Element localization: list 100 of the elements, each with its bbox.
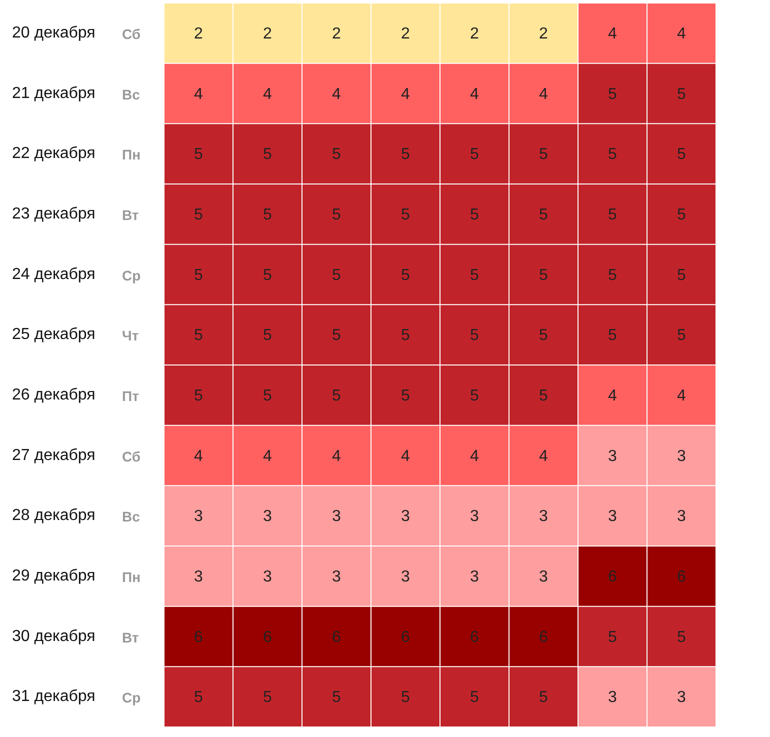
y-tick-label: 31 декабря <box>12 688 96 706</box>
y2-tick-label: Ср <box>122 267 141 284</box>
y2-tick-label: Сб <box>122 26 141 42</box>
y-tick-label: 20 декабря <box>12 24 96 42</box>
data-label: 5 <box>332 689 342 706</box>
data-label: 3 <box>608 448 618 465</box>
data-label: 5 <box>470 146 480 164</box>
data-label: 6 <box>677 568 686 586</box>
data-label: 5 <box>401 327 410 344</box>
data-label: 3 <box>470 568 480 586</box>
data-label: 3 <box>263 568 272 586</box>
data-label: 5 <box>539 206 548 224</box>
data-label: 4 <box>608 388 618 405</box>
data-label: 5 <box>401 146 410 164</box>
data-label: 3 <box>677 508 686 526</box>
data-label: 4 <box>401 86 410 103</box>
data-label: 5 <box>539 266 548 284</box>
data-label: 5 <box>470 689 480 706</box>
y-tick-label: 22 декабря <box>12 145 96 162</box>
data-label: 2 <box>401 26 410 43</box>
data-label: 4 <box>401 448 410 465</box>
data-label: 5 <box>539 388 548 405</box>
data-label: 5 <box>332 388 342 405</box>
data-label: 4 <box>332 86 342 103</box>
data-label: 5 <box>470 266 480 284</box>
y2-tick-label: Вт <box>122 629 139 646</box>
data-label: 4 <box>539 86 548 103</box>
y2-tick-label: Пн <box>122 569 141 586</box>
data-label: 3 <box>677 689 686 706</box>
y-tick-label: 25 декабря <box>12 326 96 344</box>
y-tick-label: 26 декабря <box>12 386 96 404</box>
data-label: 5 <box>194 689 204 706</box>
data-label: 4 <box>263 86 272 103</box>
data-label: 4 <box>608 26 618 43</box>
y2-tick-label: Вс <box>122 508 140 525</box>
data-label: 5 <box>539 327 548 344</box>
data-label: 5 <box>677 327 686 344</box>
data-label: 5 <box>677 266 686 284</box>
y-tick-label: 23 декабря <box>12 206 96 223</box>
data-label: 5 <box>608 206 618 224</box>
data-label: 4 <box>263 448 272 465</box>
data-label: 5 <box>677 146 686 164</box>
data-label: 3 <box>539 568 548 586</box>
data-label: 5 <box>677 628 686 646</box>
data-label: 6 <box>332 628 342 646</box>
data-label: 5 <box>194 327 204 344</box>
data-label: 6 <box>539 628 548 646</box>
data-label: 5 <box>608 327 618 344</box>
data-label: 3 <box>401 568 410 586</box>
data-label: 6 <box>263 628 272 646</box>
data-label: 3 <box>539 508 548 526</box>
data-label: 5 <box>263 206 272 224</box>
y2-tick-label: Пн <box>122 146 141 163</box>
data-label: 5 <box>263 327 272 344</box>
data-label: 2 <box>332 26 342 43</box>
data-label: 5 <box>401 266 410 284</box>
data-label: 5 <box>539 146 548 164</box>
data-label: 5 <box>332 146 342 164</box>
data-label: 4 <box>677 26 686 43</box>
data-label: 4 <box>194 448 204 465</box>
data-label: 4 <box>470 448 480 465</box>
data-label: 5 <box>401 206 410 224</box>
y-tick-label: 29 декабря <box>12 568 96 585</box>
data-label: 3 <box>470 508 480 526</box>
data-label: 3 <box>332 568 342 586</box>
y2-tick-label: Чт <box>122 328 139 344</box>
data-label: 3 <box>401 508 410 526</box>
data-label: 5 <box>539 689 548 706</box>
y-tick-label: 28 декабря <box>12 507 96 524</box>
data-label: 5 <box>332 266 342 284</box>
data-label: 5 <box>677 86 686 103</box>
data-label: 2 <box>470 26 480 43</box>
data-label: 5 <box>470 388 480 405</box>
data-label: 5 <box>470 327 480 344</box>
data-label: 5 <box>194 146 204 164</box>
y2-tick-label: Ср <box>122 690 141 706</box>
y2-tick-label: Вт <box>122 207 139 224</box>
y-tick-label: 24 декабря <box>12 266 96 283</box>
data-label: 4 <box>677 388 686 405</box>
data-label: 3 <box>194 508 204 526</box>
data-label: 5 <box>677 206 686 224</box>
y2-tick-label: Вс <box>122 86 140 102</box>
data-label: 5 <box>194 206 204 224</box>
data-label: 5 <box>263 146 272 164</box>
data-label: 3 <box>263 508 272 526</box>
data-label: 5 <box>401 388 410 405</box>
data-label: 3 <box>677 448 686 465</box>
y-tick-label: 27 декабря <box>12 446 96 464</box>
data-label: 5 <box>194 388 204 405</box>
data-label: 5 <box>608 266 618 284</box>
data-label: 5 <box>332 327 342 344</box>
data-label: 4 <box>194 86 204 103</box>
data-label: 5 <box>263 266 272 284</box>
y2-tick-label: Сб <box>122 448 141 464</box>
data-label: 5 <box>401 689 410 706</box>
data-label: 3 <box>608 508 618 526</box>
data-label: 5 <box>470 206 480 224</box>
data-label: 5 <box>263 388 272 405</box>
data-label: 5 <box>608 628 618 646</box>
data-label: 4 <box>470 86 480 103</box>
